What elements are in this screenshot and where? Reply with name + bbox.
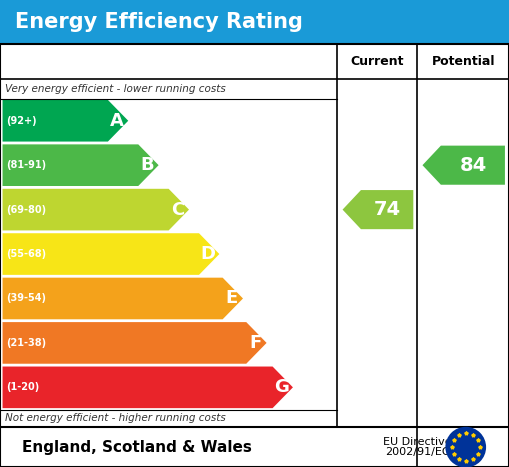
Polygon shape bbox=[422, 146, 505, 185]
Text: (1-20): (1-20) bbox=[6, 382, 39, 392]
Polygon shape bbox=[343, 190, 413, 229]
Text: England, Scotland & Wales: England, Scotland & Wales bbox=[22, 439, 252, 455]
Polygon shape bbox=[3, 367, 293, 408]
Text: Potential: Potential bbox=[432, 55, 495, 68]
Text: (39-54): (39-54) bbox=[6, 293, 46, 304]
Text: EU Directive: EU Directive bbox=[383, 437, 451, 446]
Polygon shape bbox=[3, 189, 189, 230]
Text: Current: Current bbox=[351, 55, 404, 68]
Polygon shape bbox=[3, 322, 267, 364]
Text: G: G bbox=[274, 378, 289, 396]
Text: F: F bbox=[249, 334, 262, 352]
Text: Very energy efficient - lower running costs: Very energy efficient - lower running co… bbox=[5, 84, 226, 94]
Text: (55-68): (55-68) bbox=[6, 249, 46, 259]
Polygon shape bbox=[3, 100, 128, 142]
Text: (81-91): (81-91) bbox=[6, 160, 46, 170]
Bar bbox=[0, 0, 509, 44]
Text: Not energy efficient - higher running costs: Not energy efficient - higher running co… bbox=[5, 413, 226, 424]
Text: (92+): (92+) bbox=[6, 116, 37, 126]
Text: Energy Efficiency Rating: Energy Efficiency Rating bbox=[15, 12, 303, 32]
Polygon shape bbox=[3, 144, 159, 186]
Text: (69-80): (69-80) bbox=[6, 205, 46, 215]
Text: C: C bbox=[171, 201, 184, 219]
Text: (21-38): (21-38) bbox=[6, 338, 46, 348]
Text: A: A bbox=[110, 112, 124, 130]
Polygon shape bbox=[3, 278, 243, 319]
Text: E: E bbox=[225, 290, 238, 307]
Polygon shape bbox=[3, 233, 219, 275]
Text: 84: 84 bbox=[459, 156, 487, 175]
Text: 2002/91/EC: 2002/91/EC bbox=[385, 447, 449, 457]
Text: B: B bbox=[140, 156, 154, 174]
Text: 74: 74 bbox=[374, 200, 401, 219]
Text: D: D bbox=[201, 245, 216, 263]
Ellipse shape bbox=[445, 427, 486, 467]
